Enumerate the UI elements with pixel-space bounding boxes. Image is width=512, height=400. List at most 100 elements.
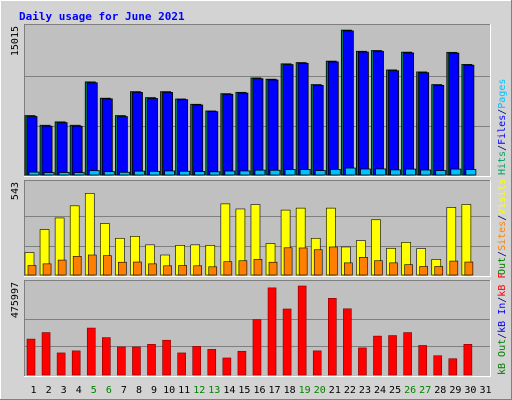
- bar-kbf-day-17: [267, 287, 277, 376]
- x-tick-label: 18: [284, 385, 296, 396]
- x-tick-label: 21: [329, 385, 341, 396]
- bar-sites-day-9: [148, 263, 157, 276]
- bar-files-day-17: [267, 79, 279, 176]
- bar-sites-day-23: [359, 256, 368, 276]
- bar-pages-day-29: [450, 168, 462, 176]
- legend-item: kB Out: [497, 339, 508, 375]
- bar-sites-day-2: [42, 263, 52, 276]
- bar-pages-day-28: [435, 170, 447, 176]
- bar-files-day-1: [26, 116, 38, 176]
- bar-kbf-day-15: [237, 350, 247, 376]
- legend-item: Visits: [497, 179, 508, 215]
- x-tick-label: 5: [91, 385, 97, 396]
- bar-pages-day-11: [179, 170, 191, 176]
- legend-item: Out: [497, 257, 508, 275]
- bar-kbf-day-1: [26, 338, 36, 376]
- bar-pages-day-8: [134, 170, 145, 176]
- x-tick-label: 7: [121, 385, 127, 396]
- legend-hits: Hits/Files/Pages: [497, 79, 508, 175]
- bar-sites-day-11: [178, 265, 187, 276]
- bar-sites-day-24: [374, 260, 383, 276]
- x-tick-label: 26: [404, 385, 416, 396]
- bar-sites-day-21: [328, 246, 338, 276]
- legend-visits: Out/Sites/Visits: [497, 179, 508, 275]
- chart-panels: 15015Hits/Files/Pages543Out/Sites/Visits…: [10, 24, 508, 377]
- x-tick-label: 14: [223, 385, 235, 396]
- legend-item: kB In: [497, 303, 508, 333]
- x-tick-label: 2: [46, 385, 52, 396]
- bar-files-day-21: [327, 61, 339, 176]
- max-label-hits: 15015: [10, 26, 21, 56]
- bar-files-day-22: [342, 30, 354, 176]
- bar-kbf-day-13: [207, 349, 217, 376]
- x-tick-label: 13: [208, 385, 220, 396]
- bar-pages-day-3: [58, 172, 70, 176]
- bar-pages-day-21: [329, 168, 341, 176]
- bar-files-day-13: [207, 111, 219, 176]
- bar-files-day-9: [147, 98, 158, 176]
- bar-files-day-15: [237, 92, 249, 176]
- bar-files-day-14: [222, 93, 234, 176]
- bar-pages-day-18: [284, 169, 296, 176]
- bar-kbf-day-5: [86, 327, 96, 376]
- bar-kbf-day-6: [102, 337, 111, 376]
- bar-sites-day-16: [253, 259, 263, 276]
- bar-pages-day-9: [149, 170, 160, 176]
- bar-files-day-2: [41, 125, 53, 176]
- bar-files-day-19: [297, 62, 309, 176]
- bar-sites-day-8: [133, 261, 142, 276]
- bar-pages-day-26: [405, 168, 417, 176]
- bar-pages-day-19: [299, 169, 311, 176]
- bar-pages-day-17: [269, 169, 281, 176]
- bar-sites-day-3: [57, 259, 67, 276]
- bar-kbf-day-18: [282, 308, 292, 376]
- bar-kbf-day-19: [297, 285, 307, 376]
- x-tick-label: 6: [106, 385, 112, 396]
- bar-pages-day-6: [103, 171, 115, 176]
- bar-sites-day-25: [389, 262, 398, 276]
- legend-item: /: [497, 145, 508, 151]
- x-tick-label: 3: [61, 385, 67, 396]
- bar-files-day-20: [312, 84, 324, 176]
- x-tick-label: 17: [269, 385, 281, 396]
- bar-sites-day-1: [27, 265, 37, 276]
- bar-pages-day-4: [73, 172, 85, 176]
- x-tick-label: 25: [389, 385, 401, 396]
- legend-item: Sites: [497, 221, 508, 251]
- x-tick-label: 22: [344, 385, 356, 396]
- bar-kbf-day-29: [448, 358, 458, 376]
- bar-pages-day-15: [239, 170, 251, 176]
- x-tick-label: 24: [374, 385, 386, 396]
- x-tick-label: 29: [449, 385, 461, 396]
- bar-pages-day-5: [88, 170, 100, 176]
- bar-kbf-day-2: [41, 332, 51, 376]
- bar-sites-day-13: [208, 266, 218, 276]
- bar-files-day-4: [71, 125, 83, 176]
- bar-pages-day-16: [254, 169, 266, 176]
- bar-sites-day-22: [344, 262, 353, 276]
- x-axis: 1 2 3 4 5 6 7 8 9 10 11 12 13 14 15 16 17 18 19 20 21 22 23 24 2…: [31, 385, 492, 396]
- bar-files-day-28: [433, 84, 445, 176]
- bar-kbf-day-28: [433, 355, 443, 376]
- x-tick-label: 4: [76, 385, 82, 396]
- bar-kbf-day-7: [117, 346, 126, 376]
- bar-kbf-day-14: [222, 357, 232, 376]
- chart-title: Daily usage for June 2021: [19, 10, 185, 23]
- legend-item: Pages: [497, 79, 508, 109]
- bar-pages-day-1: [28, 171, 40, 176]
- x-tick-label: 30: [464, 385, 476, 396]
- bar-sites-day-26: [404, 264, 413, 276]
- bar-files-day-26: [403, 52, 415, 176]
- legend-kbytes: kB Out/kB In/kB F: [497, 273, 508, 375]
- bar-files-day-8: [132, 92, 143, 176]
- bar-files-day-23: [358, 51, 369, 176]
- legend-item: kB F: [497, 273, 508, 297]
- x-tick-label: 10: [163, 385, 175, 396]
- legend-item: /: [497, 297, 508, 303]
- bar-pages-day-10: [164, 170, 175, 176]
- x-tick-label: 20: [314, 385, 326, 396]
